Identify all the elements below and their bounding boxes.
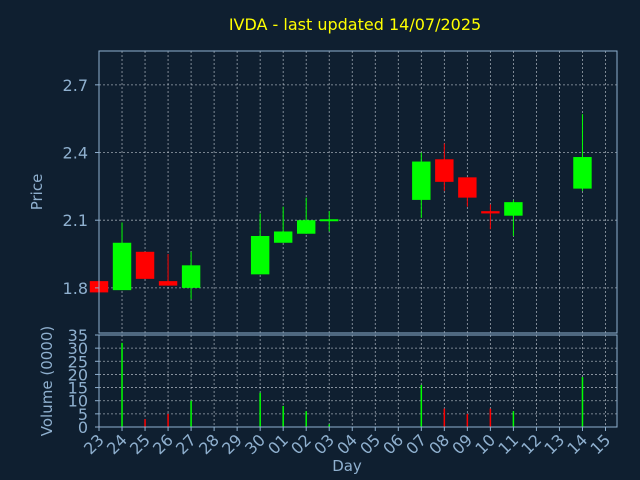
volume-bar [259,392,261,427]
volume-panel-frame [98,334,618,428]
volume-tick-label: 20 [68,365,88,384]
candle-body [273,231,293,243]
candle-body [296,220,316,234]
candle-body [135,251,155,279]
candle [135,251,155,279]
volume-tick-label: 5 [78,405,88,424]
price-tick-label: 2.4 [63,144,88,163]
volume-bar [282,405,284,427]
price-tick-label: 2.7 [63,76,88,95]
chart-title: IVDA - last updated 14/07/2025 [229,15,481,34]
volume-bar [305,411,307,427]
volume-tick-label: 30 [68,339,88,358]
volume-tick-label: 15 [68,379,88,398]
candle [320,211,339,232]
volume-bar [420,384,423,427]
candle [504,199,523,236]
candle [250,213,270,275]
volume-bar [190,400,192,427]
volume-bar [144,419,146,427]
volume-tick-label: 25 [68,352,88,371]
volume-tick-label: 10 [68,392,88,411]
volume-bar [581,377,584,427]
volume-bar [512,411,515,427]
candle [458,177,477,207]
volume-bar [443,408,446,427]
candle [435,143,454,191]
volume-bar [489,408,492,427]
candle-body [158,281,178,286]
x-axis-label: Day [332,457,362,475]
volume-bar [466,413,469,427]
volume-tick-label: 35 [68,326,88,345]
candle [158,254,178,286]
volume-bar [167,413,169,427]
candle-body [504,202,523,216]
candle [112,222,132,291]
candle-body [458,177,477,198]
candle [573,114,592,191]
candle [412,152,431,218]
candle [481,204,500,230]
candle-body [112,242,132,291]
price-tick-label: 2.1 [63,211,88,230]
candle [273,206,293,243]
candle-body [481,211,500,214]
price-tick-label: 1.8 [63,279,88,298]
candle-body [412,161,431,200]
candle [296,197,316,234]
price-axis-label: Price [28,174,46,211]
x-tick-label: 15 [586,430,614,458]
candle-body [435,159,454,182]
candle-body [250,235,270,275]
price-panel-frame [98,50,618,334]
volume-bar [328,424,330,427]
volume-bar [121,342,123,427]
volume-axis-label: Volume (0000) [38,326,56,436]
candle-body [573,157,592,189]
candle-body [181,265,201,288]
candle [181,251,201,300]
volume-tick-label: 0 [78,418,88,437]
